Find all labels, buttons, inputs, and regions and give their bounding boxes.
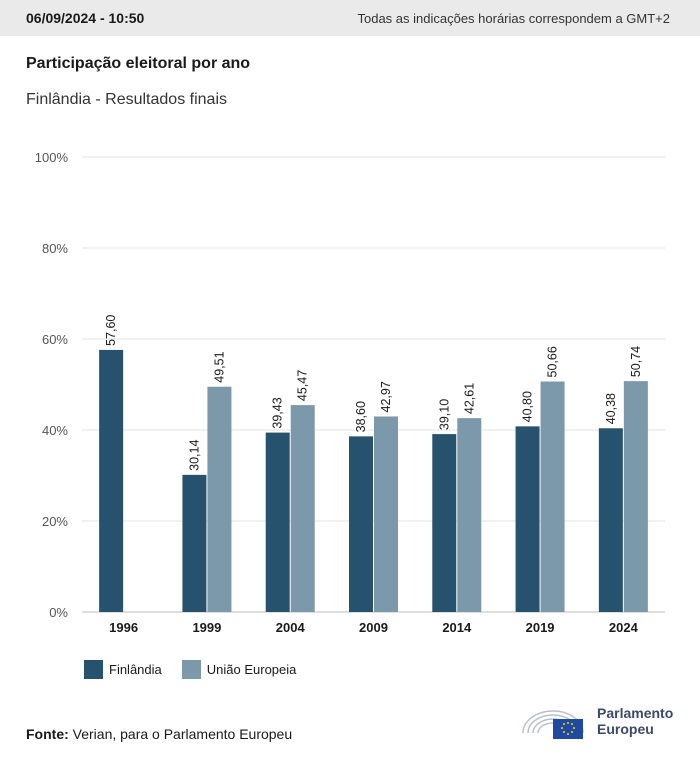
legend-item-finland: Finlândia <box>84 660 162 679</box>
bar-finland <box>265 432 290 612</box>
chart-title: Participação eleitoral por ano <box>26 55 251 72</box>
data-label: 50,74 <box>629 346 643 377</box>
legend-swatch-finland <box>84 660 103 679</box>
data-label: 30,14 <box>187 440 201 471</box>
bar-eu <box>374 416 398 612</box>
top-bar: 06/09/2024 - 10:50 Todas as indicações h… <box>0 0 700 36</box>
legend-label-eu: União Europeia <box>206 662 297 677</box>
x-tick-label: 2024 <box>609 620 639 635</box>
bar-eu <box>290 405 315 612</box>
y-tick-label: 100% <box>35 150 69 165</box>
data-label: 57,60 <box>104 315 118 346</box>
data-label: 49,51 <box>212 351 226 382</box>
data-label: 42,97 <box>379 381 393 412</box>
data-label: 40,80 <box>521 391 535 422</box>
legend: Finlândia União Europeia <box>84 660 296 679</box>
bar-finland <box>349 436 373 612</box>
y-tick-label: 60% <box>42 332 68 347</box>
bar-finland <box>432 434 457 612</box>
logo-wordmark: Parlamento Europeu <box>597 705 673 737</box>
x-tick-label: 2019 <box>526 620 555 635</box>
data-label: 38,60 <box>354 401 368 432</box>
bar-finland <box>515 426 540 612</box>
hemicycle-flag-icon <box>522 710 584 739</box>
x-tick-label: 1999 <box>192 620 221 635</box>
logo-line-2: Europeu <box>597 721 654 737</box>
x-tick-label: 1996 <box>109 620 138 635</box>
bar-eu <box>623 381 648 612</box>
source-label: Fonte: <box>26 726 69 742</box>
bar-eu <box>540 381 565 612</box>
bar-chart: 0% 20% 40% 60% 80% 100% 1996 57,60 1999 30,14 49,5… <box>35 150 665 635</box>
x-tick-label: 2009 <box>359 620 388 635</box>
legend-swatch-eu <box>181 660 201 679</box>
y-tick-label: 80% <box>42 241 68 256</box>
legend-item-eu: União Europeia <box>181 660 297 679</box>
bar-finland <box>598 428 623 612</box>
y-tick-label: 20% <box>42 514 68 529</box>
chart-subtitle: Finlândia - Resultados finais <box>26 91 227 108</box>
x-tick-label: 2014 <box>442 620 472 635</box>
data-label: 50,66 <box>546 346 560 377</box>
data-label: 40,38 <box>604 393 618 424</box>
timezone-note: Todas as indicações horárias corresponde… <box>357 10 670 26</box>
x-tick-label: 2004 <box>276 620 306 635</box>
bar-eu <box>457 418 482 612</box>
source-text: Verian, para o Parlamento Europeu <box>72 726 293 742</box>
data-label: 39,43 <box>271 397 285 428</box>
bar-finland <box>99 349 124 612</box>
parliament-logo: Parlamento Europeu <box>519 700 684 742</box>
logo-line-1: Parlamento <box>597 705 674 721</box>
timestamp: 06/09/2024 - 10:50 <box>26 10 145 26</box>
data-label: 39,10 <box>437 399 451 430</box>
data-label: 45,47 <box>296 370 310 401</box>
data-label: 42,61 <box>462 383 476 414</box>
bar-finland <box>182 474 207 612</box>
bar-eu <box>207 386 232 612</box>
legend-label-finland: Finlândia <box>109 662 162 677</box>
y-tick-label: 0% <box>49 605 68 620</box>
source-note: Fonte: Verian, para o Parlamento Europeu <box>26 726 292 742</box>
y-tick-label: 40% <box>42 423 68 438</box>
